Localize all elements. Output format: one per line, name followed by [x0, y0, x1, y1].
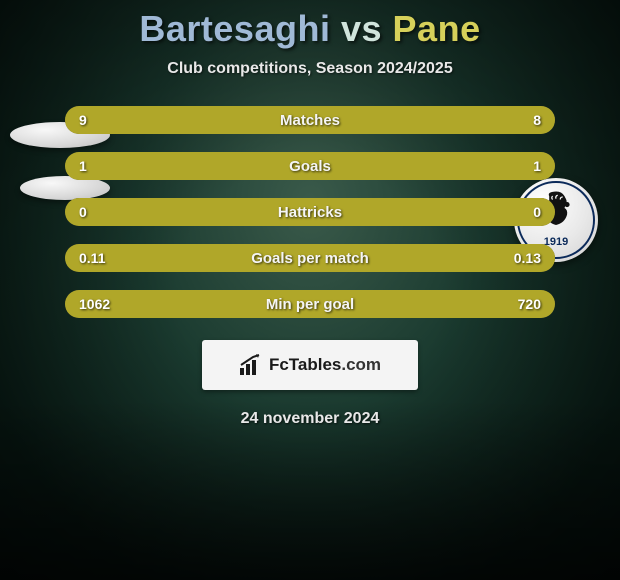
stat-bars: 98Matches 11Goals 00Hattricks 0.110.13Goals… — [65, 106, 555, 318]
stat-row: 11Goals — [65, 152, 555, 180]
container: Bartesaghi vs Pane Club competitions, Se… — [0, 0, 620, 580]
date-label: 24 november 2024 — [0, 410, 620, 428]
stat-label: Matches — [65, 106, 555, 134]
subtitle: Club competitions, Season 2024/2025 — [0, 60, 620, 78]
stat-row: 98Matches — [65, 106, 555, 134]
brand-box[interactable]: FcTables.com — [202, 340, 418, 390]
brand-name: FcTables — [269, 355, 341, 374]
stat-row: 1062720Min per goal — [65, 290, 555, 318]
player1-name: Bartesaghi — [139, 8, 330, 49]
brand-suffix: .com — [341, 355, 381, 374]
stat-label: Min per goal — [65, 290, 555, 318]
stat-label: Goals per match — [65, 244, 555, 272]
chart-icon — [239, 354, 263, 376]
page-title: Bartesaghi vs Pane — [0, 0, 620, 50]
stat-row: 0.110.13Goals per match — [65, 244, 555, 272]
stat-label: Goals — [65, 152, 555, 180]
player2-name: Pane — [393, 8, 481, 49]
stat-label: Hattricks — [65, 198, 555, 226]
vs-word: vs — [341, 8, 382, 49]
brand-text: FcTables.com — [269, 355, 381, 375]
stat-row: 00Hattricks — [65, 198, 555, 226]
